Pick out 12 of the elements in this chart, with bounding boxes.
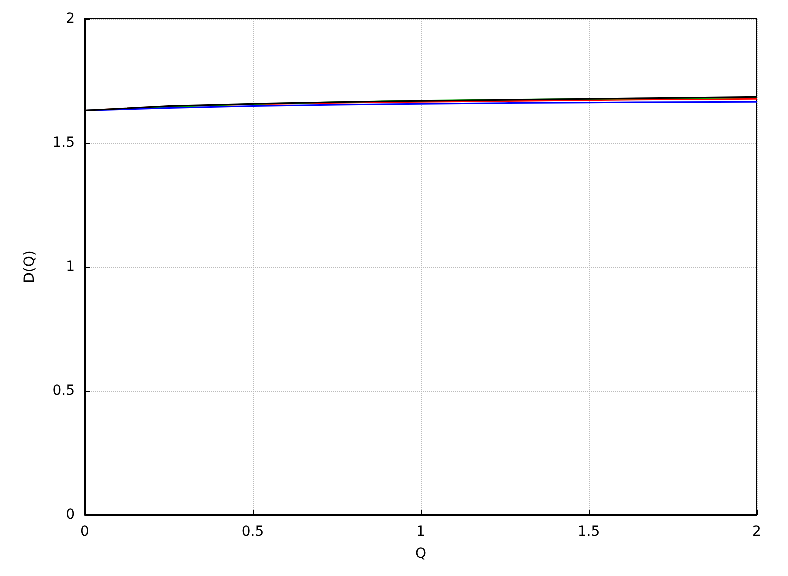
x-tick-label: 2: [752, 524, 762, 540]
y-tick-label: 0.5: [52, 383, 75, 399]
y-axis-title: D(Q): [22, 250, 38, 284]
y-tick-label: 0: [66, 507, 75, 523]
x-tick-label: 1.5: [578, 524, 600, 540]
y-tick-label: 1.5: [52, 135, 75, 151]
y-tick-label: 2: [66, 11, 75, 27]
x-tick-label: 1: [416, 524, 426, 540]
x-tick-label: 0: [80, 524, 90, 540]
y-tick-label: 1: [66, 259, 75, 275]
x-tick-label: 0.5: [242, 524, 264, 540]
x-axis-title: Q: [415, 546, 427, 562]
